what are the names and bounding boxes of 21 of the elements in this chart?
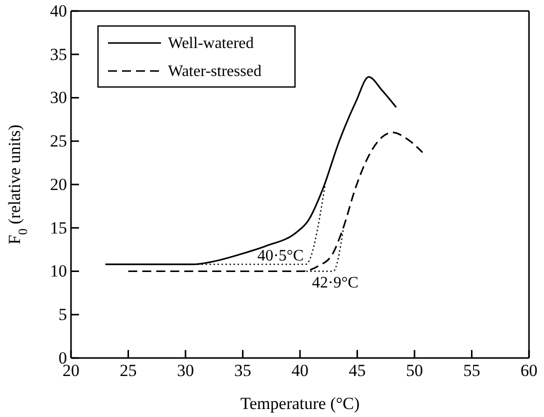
x-tick-label: 50 (406, 361, 423, 380)
annotation: 42·9°C (312, 274, 358, 292)
x-tick-label: 55 (463, 361, 480, 380)
x-tick-label: 25 (120, 361, 137, 380)
x-axis-title: Temperature (°C) (240, 394, 360, 413)
legend-label: Well-watered (168, 35, 254, 52)
y-tick-label: 35 (50, 44, 67, 64)
x-tick-label: 60 (520, 361, 538, 380)
y-tick-label: 20 (50, 174, 67, 194)
x-tick-label: 45 (348, 361, 366, 380)
y-tick-label: 25 (50, 132, 67, 151)
x-tick-label: 30 (177, 361, 194, 380)
annotation: 40·5°C (257, 247, 304, 264)
y-tick-label: 5 (58, 305, 67, 324)
y-tick-label: 15 (50, 218, 67, 238)
y-tick-label: 30 (50, 88, 67, 108)
x-tick-label: 35 (234, 361, 252, 380)
y-tick-label: 40 (50, 1, 67, 20)
legend-label: Water-stressed (168, 63, 262, 80)
y-tick-label: 10 (50, 262, 67, 281)
x-tick-label: 40 (292, 361, 308, 380)
